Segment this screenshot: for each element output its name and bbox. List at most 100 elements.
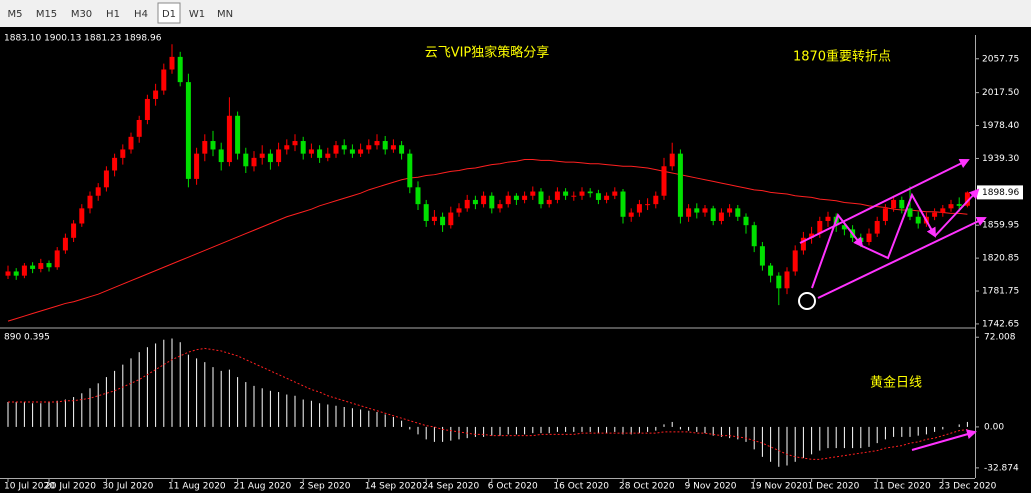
- timeframe-label[interactable]: M30: [71, 9, 92, 20]
- candle-body: [915, 216, 921, 224]
- candle-body: [358, 149, 364, 154]
- candle-body: [144, 98, 150, 120]
- timeframe-label[interactable]: M15: [36, 9, 57, 20]
- x-tick-label: 10 Jul 2020: [4, 482, 55, 492]
- candle-body: [13, 271, 19, 276]
- timeframe-tab[interactable]: [186, 3, 208, 23]
- timeframe-tab[interactable]: [4, 3, 26, 23]
- macd-arrow: [911, 429, 977, 451]
- candle-body: [177, 56, 183, 83]
- candle-body: [809, 233, 815, 238]
- candle-body: [300, 141, 306, 154]
- y-tick-label: 2057.75: [982, 54, 1019, 64]
- candle-body: [71, 223, 77, 238]
- channel-line: [799, 159, 970, 244]
- timeframe-label[interactable]: H1: [106, 9, 120, 20]
- timeframe-tab[interactable]: [67, 3, 96, 23]
- timeframe-tab[interactable]: [157, 2, 181, 24]
- candle-body: [366, 145, 372, 150]
- candle-body: [948, 204, 954, 209]
- channel-line: [817, 216, 987, 299]
- x-tick-label: 30 Jul 2020: [102, 482, 153, 492]
- candle-body: [103, 170, 109, 188]
- candle-body: [628, 212, 634, 217]
- candle-body: [267, 153, 273, 163]
- candle-body: [784, 271, 790, 289]
- candle-body: [743, 216, 749, 226]
- candle-body: [718, 212, 724, 221]
- candle-body: [817, 220, 823, 234]
- timeframe-label[interactable]: D1: [162, 9, 176, 20]
- candle-body: [964, 192, 970, 206]
- x-tick-label: 11 Dec 2020: [873, 482, 931, 492]
- timeframe-tab[interactable]: [214, 3, 236, 23]
- candle-body: [612, 191, 618, 196]
- candle-body: [604, 195, 610, 200]
- candle-body: [882, 208, 888, 221]
- candle-body: [481, 195, 487, 205]
- timeframe-tab[interactable]: [102, 3, 124, 23]
- last-price-box: [977, 185, 1023, 200]
- candle-body: [825, 216, 831, 221]
- x-tick-label: 21 Aug 2020: [234, 482, 292, 492]
- candle-body: [284, 145, 290, 150]
- timeframe-label[interactable]: MN: [217, 9, 233, 20]
- candle-body: [727, 208, 733, 213]
- candle-body: [21, 265, 27, 276]
- candle-body: [194, 153, 200, 179]
- candle-body: [694, 208, 700, 213]
- candle-body: [128, 136, 134, 150]
- candle-body: [907, 208, 913, 217]
- candle-body: [546, 199, 552, 205]
- timeframe-label[interactable]: M5: [8, 9, 23, 20]
- candle-body: [382, 141, 388, 150]
- candle-body: [120, 149, 126, 158]
- macd-label: 890 0.395: [4, 333, 50, 343]
- x-tick-label: 2 Sep 2020: [299, 482, 351, 492]
- moving-average: [7, 159, 968, 322]
- candle-body: [38, 263, 44, 269]
- candle-body: [595, 193, 601, 200]
- candle-body: [571, 195, 577, 197]
- candle-body: [768, 265, 774, 276]
- timeframe-tab[interactable]: [130, 3, 152, 23]
- candle-body: [448, 212, 454, 226]
- candle-body: [46, 263, 52, 268]
- x-tick-label: 14 Sep 2020: [365, 482, 422, 492]
- candle-body: [210, 141, 216, 150]
- wave-arrow: [861, 192, 936, 260]
- candle-body: [538, 191, 544, 205]
- candle-body: [932, 212, 938, 217]
- marks: 2057.75 2017.50 1978.40 1939.30 1859.95 1820.…: [4, 44, 1023, 492]
- y-tick-label: 1820.85: [982, 254, 1019, 264]
- candle-body: [677, 153, 683, 217]
- candle-body: [415, 187, 421, 205]
- candle-body: [390, 145, 396, 150]
- drawings: [799, 159, 987, 451]
- candle-body: [202, 141, 208, 154]
- candle-body: [218, 149, 224, 163]
- candle-body: [374, 141, 380, 146]
- candle-body: [874, 220, 880, 234]
- x-tick-label: 23 Dec 2020: [939, 482, 997, 492]
- candle-body: [235, 115, 241, 154]
- candle-body: [185, 82, 191, 179]
- wave-arrow: [934, 188, 980, 237]
- candle-body: [587, 191, 593, 194]
- signal-line: [8, 347, 968, 460]
- candle-body: [54, 250, 60, 268]
- timeframe-label[interactable]: W1: [189, 9, 205, 20]
- candle-body: [686, 208, 692, 217]
- timeframe-tab[interactable]: [32, 3, 61, 23]
- candle-body: [30, 265, 36, 269]
- annotation: 1870重要转折点: [793, 49, 891, 65]
- candle-body: [226, 115, 232, 163]
- timeframe-label[interactable]: H4: [134, 9, 148, 20]
- y-tick-label: 0.00: [984, 422, 1004, 432]
- y-tick-label: 1742.65: [982, 319, 1019, 329]
- wave-arrow: [811, 212, 864, 289]
- candle-body: [579, 191, 585, 196]
- last-price-label: 1898.96: [982, 188, 1019, 198]
